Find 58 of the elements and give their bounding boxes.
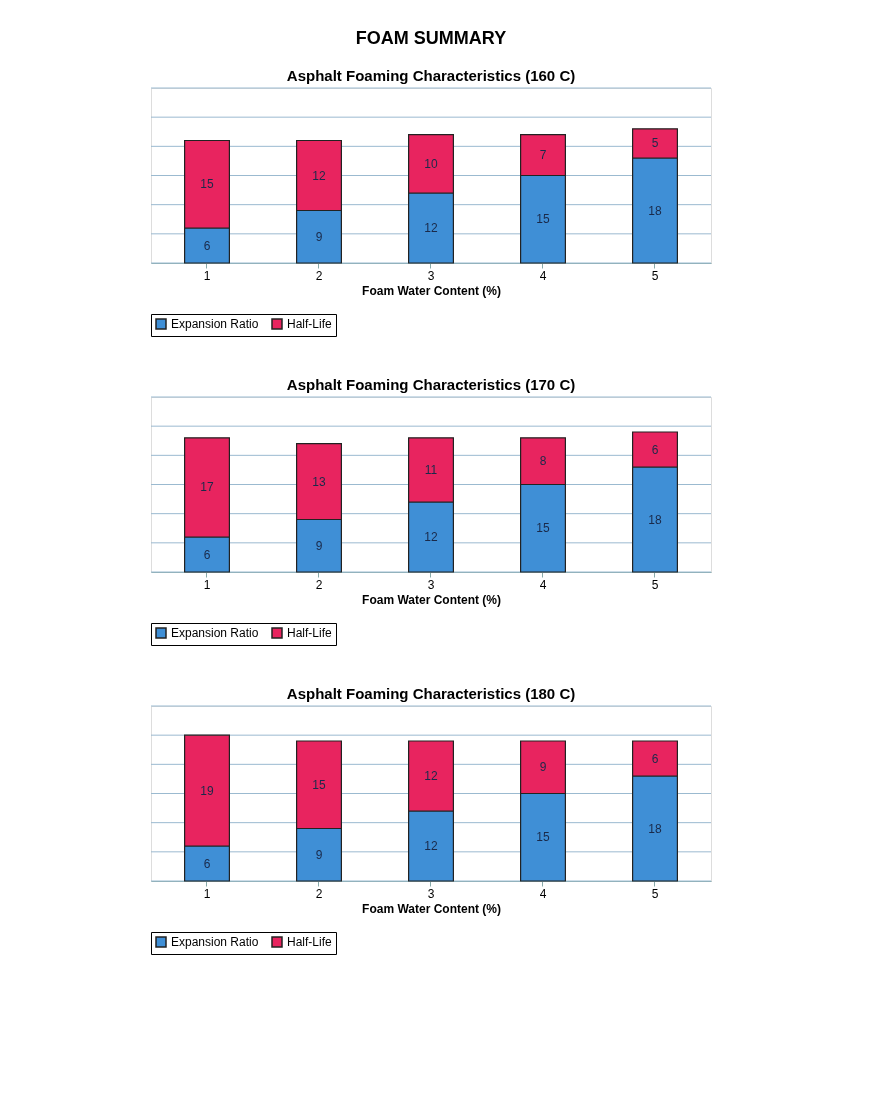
data-label: 9	[539, 760, 547, 775]
data-label: 11	[424, 462, 438, 477]
x-axis-title: Foam Water Content (%)	[362, 592, 501, 607]
data-label: 15	[200, 177, 214, 192]
x-tick-label: 4	[539, 886, 547, 901]
x-tick-label: 4	[539, 268, 547, 283]
data-label: 12	[312, 168, 326, 183]
x-axis-title: Foam Water Content (%)	[362, 283, 501, 298]
data-label: 6	[203, 547, 211, 562]
chart-title: Asphalt Foaming Characteristics (160 C)	[286, 66, 576, 84]
data-label: 15	[312, 777, 326, 792]
x-tick-label: 2	[315, 268, 323, 283]
legend-label: Expansion Ratio	[171, 935, 259, 949]
data-label: 7	[539, 148, 547, 163]
legend-label: Half-Life	[287, 626, 333, 640]
x-tick-label: 5	[651, 577, 659, 592]
data-label: 12	[424, 839, 438, 853]
x-tick-label: 5	[651, 886, 659, 901]
x-tick-label: 3	[427, 886, 435, 901]
chart-title: Asphalt Foaming Characteristics (170 C)	[286, 375, 576, 393]
data-label: 18	[648, 203, 662, 218]
data-label: 8	[539, 454, 547, 469]
data-label: 12	[424, 530, 438, 544]
data-label: 17	[200, 480, 214, 495]
data-label: 13	[312, 474, 326, 489]
x-tick-label: 5	[651, 268, 659, 283]
x-tick-label: 3	[427, 268, 435, 283]
legend-label: Expansion Ratio	[171, 317, 259, 331]
x-axis-title: Foam Water Content (%)	[362, 901, 501, 916]
x-tick-label: 1	[203, 577, 211, 592]
data-label: 9	[315, 229, 323, 244]
data-label: 6	[203, 238, 211, 253]
x-tick-label: 3	[427, 577, 435, 592]
data-label: 18	[648, 512, 662, 527]
data-label: 9	[315, 538, 323, 553]
data-label: 6	[651, 442, 659, 457]
data-label: 15	[536, 521, 550, 536]
data-label: 15	[536, 212, 550, 227]
data-label: 6	[203, 856, 211, 871]
data-label: 19	[200, 783, 214, 798]
data-label: 12	[424, 769, 438, 783]
x-tick-label: 4	[539, 577, 547, 592]
x-tick-label: 1	[203, 886, 211, 901]
legend-label: Expansion Ratio	[171, 626, 259, 640]
x-tick-label: 2	[315, 577, 323, 592]
text: FOAM SUMMARY	[355, 28, 507, 48]
legend-label: Half-Life	[287, 317, 333, 331]
data-label: 15	[536, 830, 550, 845]
data-label: 12	[424, 221, 438, 235]
data-label: 10	[424, 156, 438, 171]
x-tick-label: 1	[203, 268, 211, 283]
data-label: 9	[315, 847, 323, 862]
chart-title: Asphalt Foaming Characteristics (180 C)	[286, 684, 576, 702]
data-label: 5	[651, 136, 659, 151]
x-tick-label: 2	[315, 886, 323, 901]
data-label: 18	[648, 821, 662, 836]
legend-label: Half-Life	[287, 935, 333, 949]
data-label: 6	[651, 751, 659, 766]
